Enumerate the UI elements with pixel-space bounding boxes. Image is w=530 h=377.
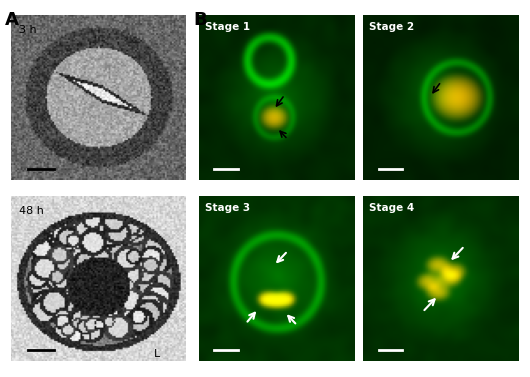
Text: Stage 1: Stage 1: [205, 22, 250, 32]
Text: 3 h: 3 h: [20, 25, 37, 35]
Text: Stage 3: Stage 3: [205, 203, 250, 213]
Text: B: B: [193, 11, 207, 29]
Text: Stage 2: Stage 2: [369, 22, 414, 32]
Text: Stage 4: Stage 4: [369, 203, 414, 213]
Text: A: A: [5, 11, 19, 29]
Text: L: L: [154, 349, 160, 359]
Text: 48 h: 48 h: [20, 206, 44, 216]
